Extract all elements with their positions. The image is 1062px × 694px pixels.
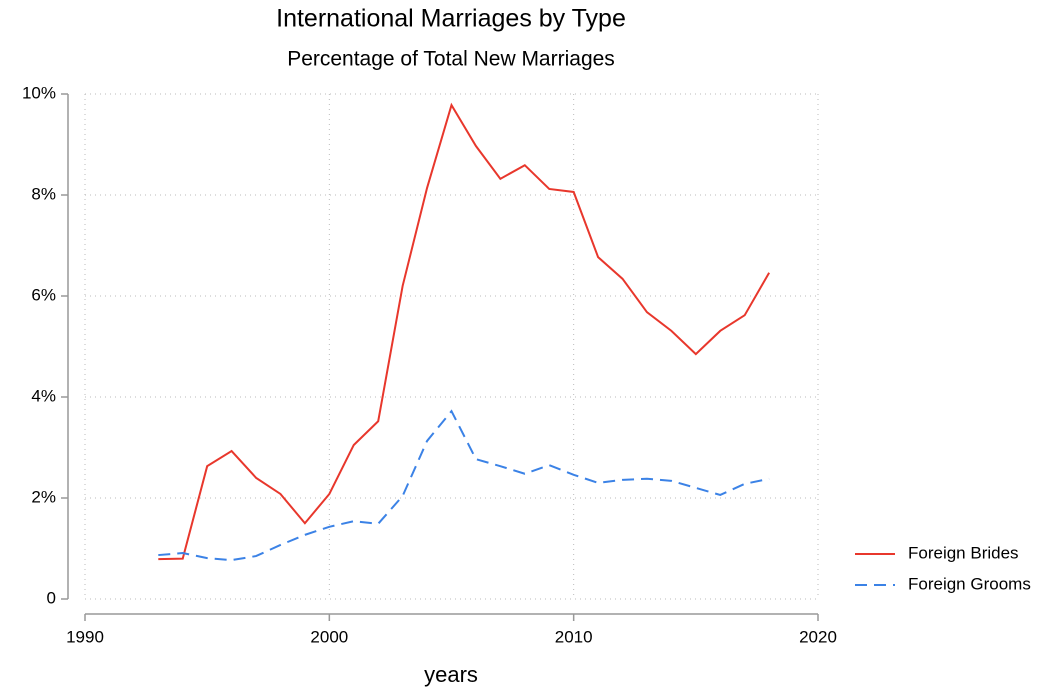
series-line: [158, 102, 770, 561]
y-tick-label: 6%: [31, 285, 56, 304]
x-tick-label: 2010: [555, 627, 593, 646]
chart-title: International Marriages by Type: [276, 5, 626, 33]
chart-subtitle: Percentage of Total New Marriages: [287, 48, 615, 71]
y-tick-label: 2%: [31, 487, 56, 506]
y-tick-label: 4%: [31, 386, 56, 405]
x-tick-label: 2000: [310, 627, 348, 646]
legend-label: Foreign Grooms: [908, 574, 1031, 593]
y-tick-label: 0: [47, 588, 56, 607]
legend-label: Foreign Brides: [908, 543, 1019, 562]
y-tick-label: 8%: [31, 184, 56, 203]
x-tick-label: 2020: [799, 627, 837, 646]
series-line: [158, 409, 770, 562]
x-axis-label: years: [424, 662, 478, 687]
x-tick-label: 1990: [66, 627, 104, 646]
y-tick-label: 10%: [22, 83, 56, 102]
